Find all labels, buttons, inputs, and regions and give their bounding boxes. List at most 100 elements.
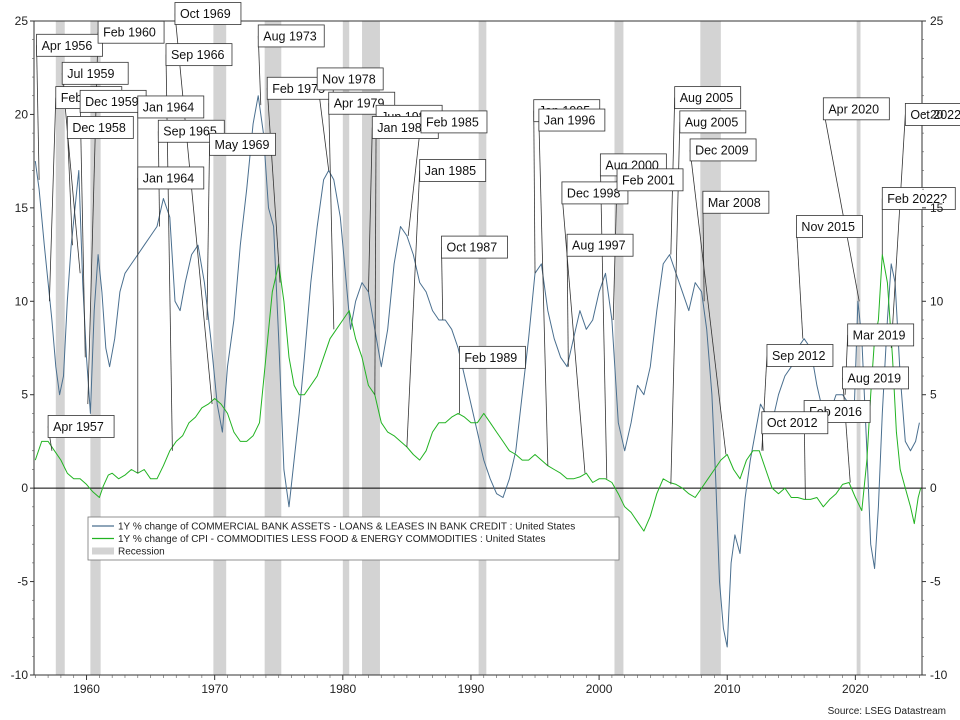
y-tick-label-right: 0 [930, 481, 937, 495]
annotation-box [66, 116, 134, 139]
annotation-box [209, 132, 276, 156]
annotation-label: Nov 2015 [801, 220, 855, 234]
annotation-leader [441, 247, 444, 320]
annotation-label: Dec 2009 [695, 143, 749, 157]
annotation-leader [842, 377, 851, 483]
annotation-box [566, 233, 634, 257]
annotation-label: Apr 1979 [334, 97, 385, 111]
annotation-leader [206, 144, 210, 320]
annotation-label: Dec 1959 [85, 95, 139, 109]
annotation-box [561, 181, 629, 205]
legend-label: Recession [118, 547, 165, 558]
annotation-box [47, 415, 115, 438]
annotation-box [459, 345, 526, 369]
series-lines [34, 95, 922, 648]
annotation-leader [566, 245, 569, 367]
annotation-leader [561, 192, 586, 474]
y-tick-label-right: -5 [930, 575, 941, 589]
y-tick-label-left: 15 [15, 201, 29, 215]
x-tick-label: 2000 [586, 682, 613, 696]
recession-bands [55, 21, 861, 675]
annotation-label: Jan 1964 [143, 171, 194, 185]
annotation-box [61, 61, 129, 85]
annotation-box [689, 138, 757, 162]
annotation-label: May 1969 [215, 138, 270, 152]
annotation-label: Apr 1957 [53, 420, 104, 434]
y-tick-label-right: 5 [930, 388, 937, 402]
recession-band [342, 21, 350, 675]
legend-box [87, 516, 620, 561]
series-line-1 [34, 95, 920, 648]
recession-band [856, 21, 861, 675]
recession-band [213, 21, 227, 675]
x-tick-label: 1960 [73, 682, 100, 696]
annotation-leader [266, 88, 281, 283]
annotation-label: Oct 2022 [910, 108, 960, 122]
annotation-label: Jan 1996 [544, 114, 595, 128]
x-tick-label: 1980 [329, 682, 356, 696]
annotation-leader [538, 120, 549, 466]
annotation-leader [689, 149, 727, 455]
y-tick-label-right: 20 [930, 107, 944, 121]
annotation-label: Sep 2012 [772, 349, 826, 363]
annotation-label: Apr 1956 [42, 39, 93, 53]
annotation-label: Dec 1958 [72, 121, 126, 135]
annotation-box [842, 366, 909, 390]
y-tick-label-left: 20 [15, 107, 29, 121]
annotation-box [616, 168, 684, 192]
annotation-box [419, 159, 487, 182]
annotation-label: Dec 1998 [567, 186, 621, 200]
annotation-leader [533, 110, 536, 274]
annotation-box [137, 166, 205, 190]
annotation-leader [599, 164, 608, 479]
y-tick-label-right: -10 [930, 668, 948, 682]
y-tick-label-left: 10 [15, 294, 29, 308]
legend-swatch-recession [92, 547, 114, 555]
annotation-label: Jan 1964 [143, 100, 194, 114]
annotation-label: Jan 1982 [377, 121, 428, 135]
annotation-label: Aug 2019 [848, 371, 902, 385]
recession-band [90, 21, 101, 675]
annotation-leader [36, 45, 40, 180]
annotation-label: Jul 1959 [67, 67, 114, 81]
annotation-box [157, 119, 225, 143]
annotation-label: Jan 1985 [425, 164, 476, 178]
y-tick-label-left: -10 [11, 668, 29, 682]
annotation-leader [368, 127, 373, 292]
annotation-leader [257, 35, 262, 106]
y-tick-label-right: 15 [930, 201, 944, 215]
annotation-leader [66, 127, 73, 246]
annotation-leader [79, 101, 86, 358]
annotation-leader [374, 116, 377, 395]
annotation-label: Feb 2001 [622, 173, 675, 187]
annotation-box [881, 187, 956, 210]
annotation-box [702, 190, 770, 214]
y-tick-label-left: 5 [21, 388, 28, 402]
annotation-leader [890, 114, 906, 349]
annotation-box [679, 110, 747, 134]
plot-frame [33, 20, 923, 676]
annotation-label: Aug 2005 [685, 115, 739, 129]
x-tick-label: 1970 [201, 682, 228, 696]
annotation-box [904, 103, 960, 126]
annotation-box [165, 43, 233, 67]
annotation-box [538, 108, 606, 132]
legend-label: 1Y % change of COMMERCIAL BANK ASSETS - … [118, 522, 575, 533]
annotation-label: Nov 1978 [322, 72, 376, 86]
annotation-box [137, 95, 205, 119]
annotation-leader [407, 121, 422, 236]
annotation-leader [48, 97, 57, 302]
annotation-leader [796, 226, 804, 339]
annotation-label: Feb 2022? [887, 192, 947, 206]
annotation-leader [702, 202, 705, 302]
annotation-box [822, 97, 890, 121]
recession-band [55, 21, 65, 675]
annotation-box [796, 215, 863, 238]
annotation-leader [822, 108, 860, 302]
legend: 1Y % change of COMMERCIAL BANK ASSETS - … [87, 516, 620, 561]
annotation-label: Oct 1969 [180, 7, 231, 21]
annotation-box [847, 323, 915, 347]
